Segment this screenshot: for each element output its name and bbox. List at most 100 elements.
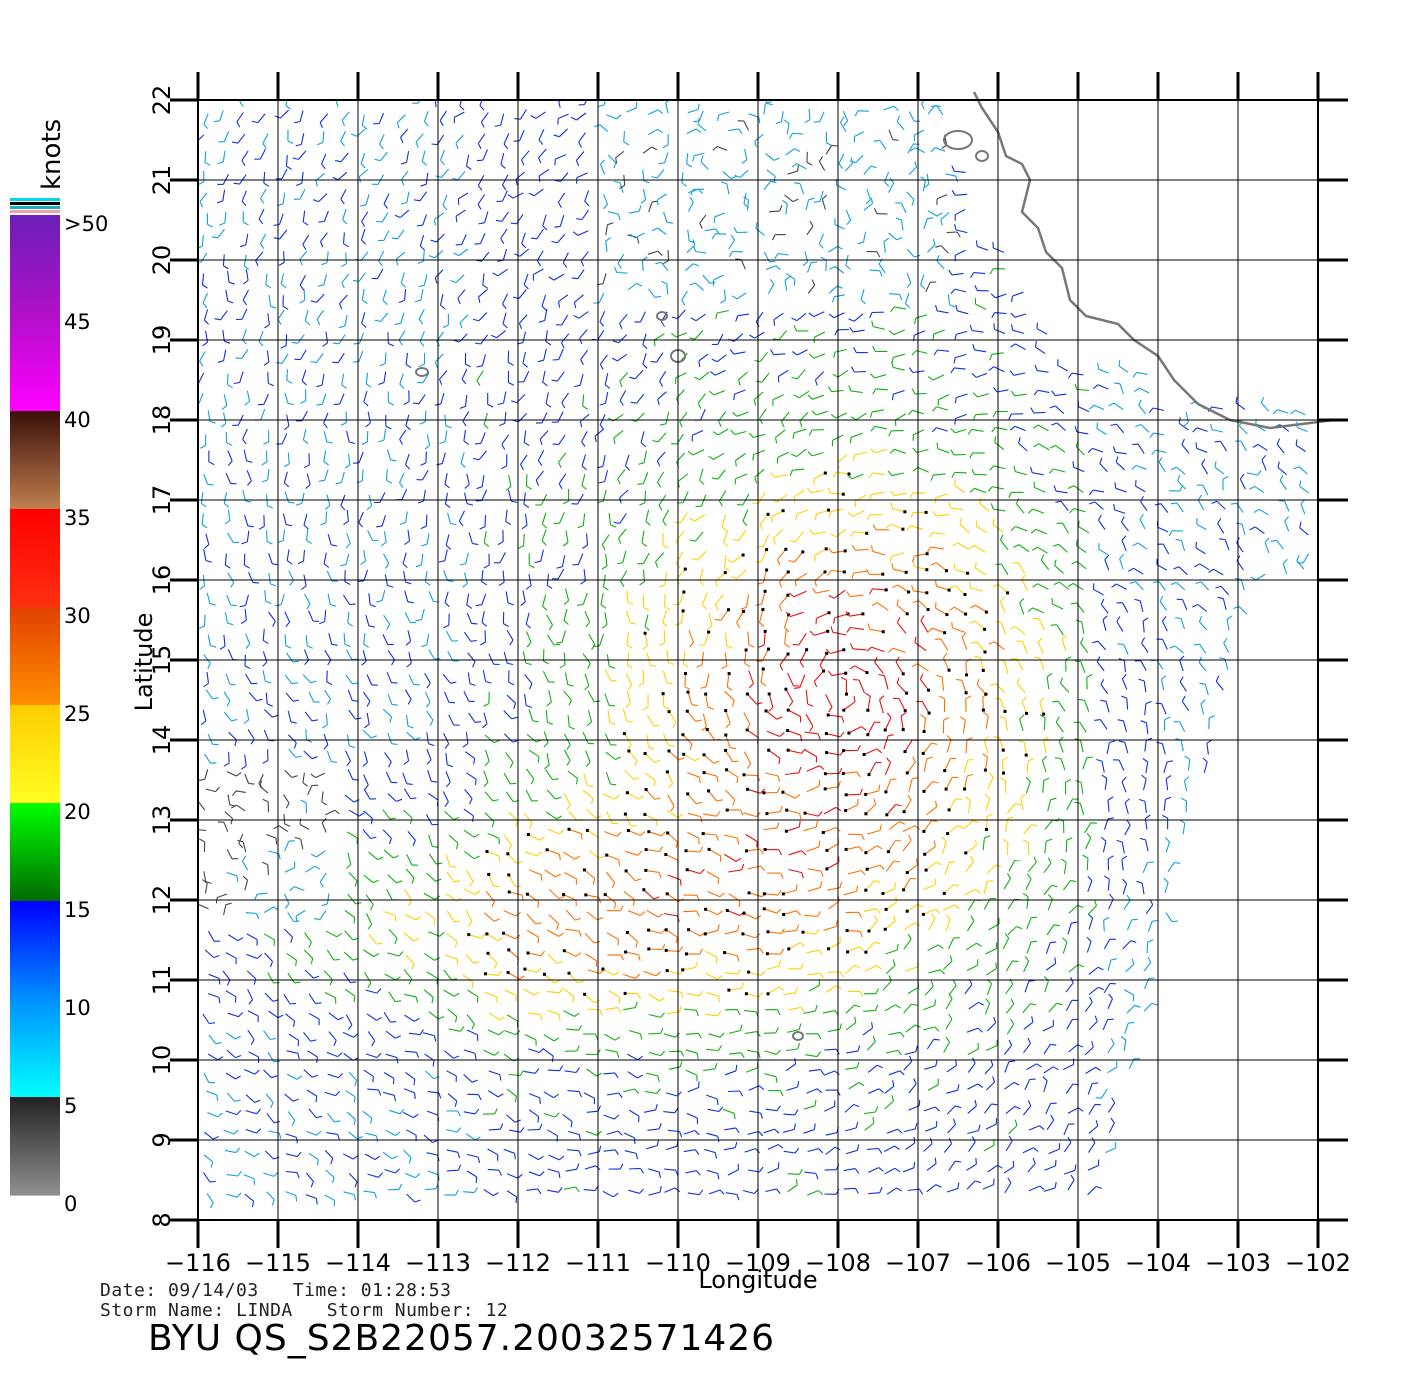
wind-barb [685,850,700,853]
wind-barb [812,394,824,400]
wind-barb [985,816,988,830]
wind-barb [244,1193,254,1202]
wind-barb [796,369,806,380]
wind-barb-flag [820,1069,825,1075]
wind-barb [284,634,287,646]
wind-barb-flag [301,380,307,386]
rain-flag-marker [905,612,909,616]
wind-barb-flag [405,363,412,369]
rain-flag-marker [725,768,729,772]
wind-barb-flag [609,721,616,726]
wind-barb-flag [439,931,445,937]
wind-barb [663,1033,676,1038]
wind-barb [926,1184,937,1193]
wind-barb [326,893,330,904]
wind-barb-flag [233,1129,239,1135]
wind-barb-flag [387,584,394,588]
wind-barb-flag [701,604,707,610]
wind-barb-flag [291,775,298,779]
wind-barb [764,908,777,914]
wind-barb-flag [293,1098,300,1102]
wind-barb [965,942,977,951]
wind-barb [1105,1147,1116,1154]
wind-barb-flag [1008,492,1012,499]
wind-barb [526,768,535,780]
wind-barb [205,533,210,545]
wind-barb-flag [594,436,597,443]
wind-barb [1121,521,1129,532]
wind-barb-flag [411,963,415,970]
wind-barb [748,1085,760,1091]
wind-barb-flag [1249,485,1255,490]
wind-barb [748,670,754,684]
wind-barb [935,562,947,572]
wind-barb [316,353,324,363]
wind-barb [203,1172,211,1183]
wind-barb [1179,721,1186,732]
wind-barb [425,451,427,463]
wind-barb-flag [1223,637,1228,644]
wind-barb [976,526,988,534]
wind-barb-flag [603,586,609,591]
wind-barb [767,931,782,935]
wind-barb [241,329,247,340]
wind-barb [907,986,919,994]
wind-barb [198,372,205,384]
wind-barb-flag [689,743,693,750]
wind-barb-flag [540,950,546,957]
rain-flag-marker [725,909,729,912]
wind-barb [863,908,877,912]
wind-barb-flag [316,319,321,326]
wind-barb [822,1010,836,1014]
wind-barb-flag [366,505,373,511]
wind-barb-flag [635,1153,639,1160]
wind-barb [773,312,784,321]
wind-barb-flag [736,1009,741,1016]
wind-barb [404,889,413,901]
wind-barb-flag [816,911,822,917]
wind-barb [925,282,931,293]
wind-barb-flag [364,784,369,790]
wind-barb [1104,559,1110,571]
wind-barb-flag [585,621,591,628]
rain-flag-marker [826,629,830,633]
wind-barb [1014,393,1027,397]
wind-barb-flag [353,1119,357,1126]
wind-barb [924,846,936,855]
wind-barb [284,611,291,623]
wind-barb [668,990,682,993]
wind-barb [976,641,986,653]
wind-barb [528,1109,540,1118]
wind-barb-flag [560,342,565,349]
rain-flag-marker [847,472,851,476]
wind-barb-flag [1109,893,1114,900]
wind-barb [888,1070,901,1076]
wind-barb-flag [966,737,973,741]
wind-barb-flag [689,517,695,522]
wind-barb [365,614,370,627]
wind-barb-flag [778,849,782,856]
wind-barb [502,570,505,583]
rain-flag-marker [884,790,888,794]
wind-barb [705,908,719,916]
wind-barb [604,693,610,706]
wind-barb-flag [587,663,591,670]
wind-barb-flag [972,820,979,824]
wind-barb-flag [396,798,403,802]
wind-barb [284,867,295,873]
wind-barb-flag [897,1050,902,1056]
wind-barb-flag [960,716,966,721]
wind-barb-flag [1151,1002,1158,1006]
wind-barb-flag [408,1157,412,1164]
wind-barb [814,630,828,636]
wind-barb-flag [712,431,719,436]
wind-barb-flag [989,465,995,471]
wind-barb [264,992,274,1002]
wind-barb [463,829,475,838]
wind-barb [577,553,584,565]
wind-barb-flag [376,988,382,994]
wind-barb-flag [405,425,411,431]
wind-barb [799,674,806,688]
wind-barb [420,553,424,565]
wind-barb-flag [225,564,231,569]
